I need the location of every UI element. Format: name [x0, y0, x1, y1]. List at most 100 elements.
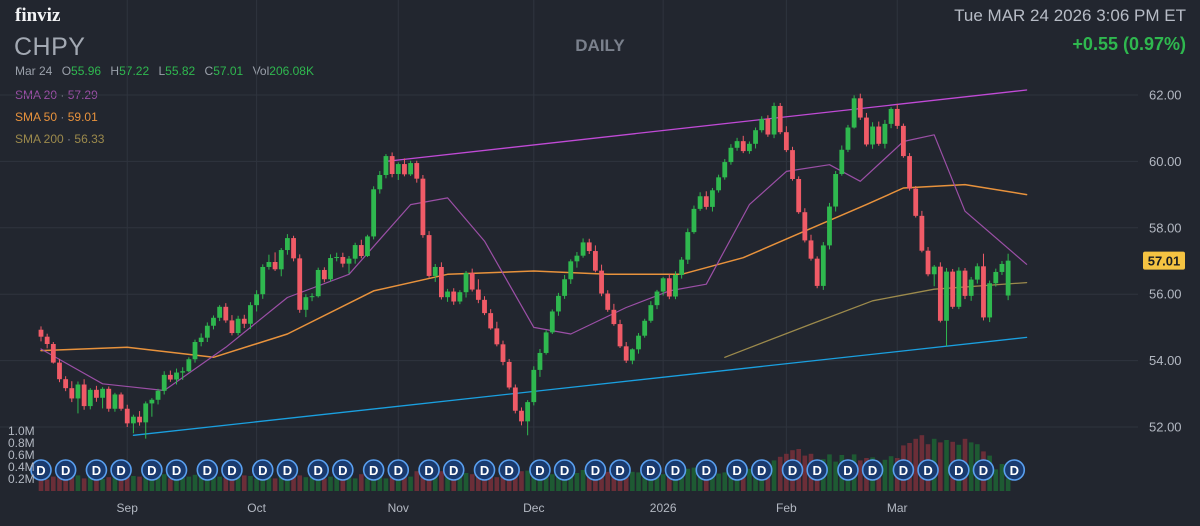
candle-body-41 — [291, 238, 296, 259]
volume-bar-86 — [568, 476, 574, 491]
price-badge-bg — [1143, 251, 1185, 270]
ohlc-high: 57.22 — [119, 64, 150, 78]
volume-bar-67 — [451, 476, 457, 491]
candle-153 — [981, 253, 986, 321]
candle-150 — [962, 267, 968, 300]
volume-bar-28 — [211, 477, 216, 491]
candle-114 — [740, 135, 746, 154]
candle-39 — [278, 248, 284, 277]
candle-body-22 — [174, 372, 179, 380]
candle-45 — [315, 267, 321, 298]
dividend-label-27: D — [788, 463, 797, 478]
volume-bar-69 — [463, 473, 469, 491]
time-axis: Sep Oct Nov Dec 2026 Feb Mar — [117, 501, 908, 515]
volume-bar-82 — [543, 470, 549, 491]
volume-bar-54 — [371, 476, 376, 491]
candle-87 — [574, 252, 580, 268]
candle-body-115 — [747, 143, 752, 152]
candle-body-64 — [432, 266, 438, 276]
candle-body-36 — [260, 266, 266, 295]
legend-sma50-value: 59.01 — [67, 110, 98, 124]
candle-body-37 — [266, 261, 272, 267]
candle-97 — [636, 333, 641, 354]
candle-144 — [925, 247, 931, 277]
volume-bar-107 — [697, 472, 703, 491]
candle-body-88 — [580, 242, 586, 256]
candle-72 — [482, 296, 487, 316]
volume-bar-39 — [278, 474, 284, 491]
dividend-marker-34: D — [972, 459, 995, 481]
candle-body-9 — [94, 389, 99, 398]
candle-body-106 — [691, 208, 697, 233]
dividend-label-12: D — [369, 463, 378, 478]
volume-bar-98 — [642, 469, 647, 491]
candle-body-81 — [537, 352, 543, 370]
candle-body-58 — [395, 164, 401, 175]
candle-89 — [586, 238, 592, 255]
volume-bar-36 — [260, 478, 266, 491]
candle-81 — [537, 348, 543, 377]
dividend-label-22: D — [646, 463, 655, 478]
volume-bar-17 — [143, 477, 149, 491]
candle-body-32 — [235, 318, 241, 334]
candle-body-74 — [494, 328, 500, 345]
timeframe-label: DAILY — [575, 36, 625, 55]
candle-body-127 — [820, 245, 826, 286]
sma50-line — [40, 183, 1028, 359]
dividend-circle-25 — [726, 459, 748, 481]
candle-body-2 — [50, 344, 56, 363]
dividend-marker-2: D — [85, 459, 108, 481]
dividend-circle-29 — [837, 459, 859, 481]
upper-trendline — [385, 89, 1028, 163]
volume-bar-128 — [827, 454, 832, 491]
volume-bar-4 — [63, 479, 68, 491]
candle-body-89 — [586, 242, 592, 252]
candle-85 — [562, 274, 567, 299]
candle-body-77 — [512, 387, 518, 411]
candle-body-149 — [956, 270, 962, 307]
candle-136 — [876, 121, 882, 146]
candle-body-125 — [808, 240, 814, 259]
ohlc-close-label: C — [204, 64, 214, 78]
candle-148 — [950, 268, 956, 309]
candle-body-111 — [722, 162, 728, 178]
candle-body-124 — [802, 212, 808, 241]
dividend-circle-11 — [332, 459, 354, 481]
dividend-marker-24: D — [695, 459, 718, 481]
candle-body-128 — [827, 206, 832, 246]
candle-75 — [500, 340, 506, 366]
volume-bar-8 — [87, 476, 93, 491]
candle-56 — [383, 154, 389, 179]
candle-body-92 — [605, 293, 611, 310]
dividend-marker-0: D — [30, 459, 52, 481]
volume-bar-146 — [938, 442, 943, 491]
ohlc-close: 57.01 — [213, 64, 244, 78]
dividend-label-19: D — [560, 463, 569, 478]
candle-48 — [334, 252, 340, 262]
dividend-circle-30 — [861, 459, 884, 481]
candle-body-157 — [1005, 260, 1011, 296]
volume-bar-62 — [420, 471, 426, 491]
candle-141 — [907, 153, 912, 191]
volume-bar-16 — [137, 476, 142, 491]
y-tick-5: 52.00 — [1149, 420, 1182, 435]
candle-body-90 — [593, 251, 598, 271]
candle-body-76 — [506, 361, 512, 388]
candle-30 — [223, 303, 229, 323]
x-tick-1: Oct — [247, 501, 266, 515]
dividend-marker-17: D — [498, 459, 520, 481]
finviz-logo[interactable]: finviz — [15, 5, 61, 26]
dividend-marker-31: D — [892, 459, 915, 481]
legend-sma50[interactable]: SMA 50 · 59.01 — [15, 110, 98, 124]
candle-body-139 — [894, 108, 900, 126]
candle-body-131 — [845, 127, 851, 150]
candle-body-94 — [617, 324, 623, 347]
grid-lines — [0, 0, 1138, 491]
legend-sma200[interactable]: SMA 200 · 56.33 — [15, 132, 105, 146]
candle-41 — [291, 235, 296, 262]
candle-93 — [611, 303, 617, 326]
candle-127 — [820, 242, 826, 290]
volume-bar-43 — [303, 477, 309, 491]
candle-68 — [457, 290, 463, 305]
